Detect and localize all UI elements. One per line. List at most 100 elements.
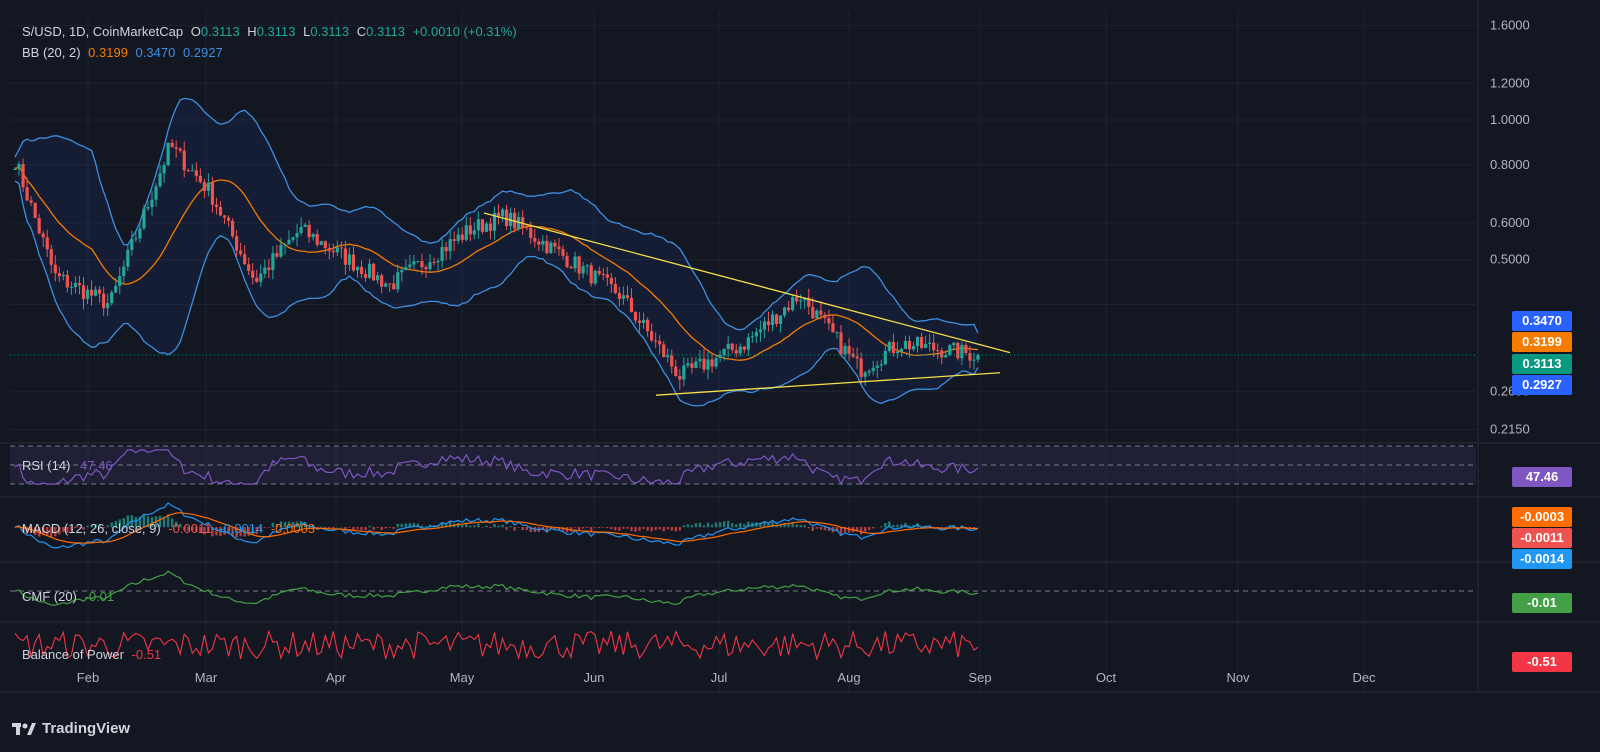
macd-hist-bar — [892, 524, 895, 528]
macd-hist-bar — [352, 527, 355, 532]
macd-hist-bar — [481, 527, 484, 528]
candle-body — [952, 342, 956, 346]
macd-hist-bar — [787, 524, 790, 528]
candle-body — [456, 234, 460, 241]
candle-body — [585, 265, 589, 267]
candle-body — [577, 256, 581, 274]
macd-hist-bar — [170, 518, 174, 528]
macd-hist-bar — [166, 514, 170, 528]
candle-body — [698, 358, 702, 362]
macd-hist-bar — [859, 527, 863, 535]
cmf-line — [14, 570, 979, 606]
candle-body — [347, 254, 352, 265]
candle-body — [65, 274, 69, 288]
macd-hist-bar — [610, 527, 613, 529]
candle-body — [49, 249, 53, 265]
x-tick-apr: Apr — [326, 670, 347, 685]
candle-body — [601, 273, 605, 275]
candle-body — [859, 358, 863, 377]
macd-hist-bar — [114, 521, 117, 528]
candle-body — [750, 336, 754, 338]
macd-hist-bar — [815, 527, 819, 529]
macd-legend: MACD (12, 26, close, 9) -0.0011 -0.0014 … — [22, 521, 315, 536]
macd-hist-bar — [581, 527, 585, 529]
macd-hist-bar — [589, 527, 593, 532]
candle-body — [867, 370, 871, 373]
candle-body — [102, 293, 106, 309]
candle-body — [827, 318, 831, 324]
macd-hist-bar — [662, 527, 665, 532]
candle-body — [553, 242, 557, 247]
macd-hist-bar — [944, 527, 947, 529]
candle-body — [509, 212, 513, 227]
candle-body — [928, 342, 932, 344]
candle-body — [355, 266, 360, 271]
candle-body — [706, 359, 710, 370]
candle-body — [420, 261, 424, 268]
y-tick-label: 1.6000 — [1490, 17, 1530, 32]
candle-body — [855, 356, 859, 359]
candle-body — [452, 239, 456, 241]
macd-hist-bar — [158, 515, 162, 528]
macd-hist-bar — [162, 516, 166, 528]
macd-hist-bar — [912, 524, 915, 528]
bop-badge: -0.51 — [1512, 652, 1572, 672]
candle-body — [319, 241, 323, 245]
macd-hist-bar — [638, 527, 641, 531]
candle-body — [41, 233, 45, 238]
candle-body — [166, 142, 170, 166]
candle-body — [186, 170, 190, 172]
candle-body — [932, 342, 936, 351]
candle-body — [372, 263, 376, 281]
candle-body — [730, 343, 734, 351]
macd-hist-bar — [521, 527, 524, 531]
macd-hist-bar — [763, 521, 766, 528]
macd-hist-bar — [819, 527, 823, 530]
candle-body — [629, 297, 634, 313]
macd-hist-bar — [134, 516, 138, 528]
macd-hist-bar — [473, 525, 476, 528]
candle-body — [815, 310, 819, 319]
candle-body — [17, 164, 21, 170]
candle-body — [787, 307, 791, 311]
rsi-legend: RSI (14) 47.46 — [22, 458, 113, 473]
macd-hist-bar — [74, 527, 77, 529]
candle-body — [150, 199, 154, 208]
candle-body — [488, 223, 493, 231]
macd-hist-bar — [46, 527, 49, 536]
macd-hist-bar — [392, 527, 395, 529]
bb-band-fill — [15, 98, 978, 406]
macd-hist-bar — [868, 527, 871, 531]
cmf-label: CMF (20) — [22, 589, 77, 604]
macd-hist-bar — [614, 527, 617, 531]
macd-hist-bar — [847, 527, 851, 533]
candle-body — [81, 285, 86, 300]
candle-body — [251, 270, 255, 278]
macd-hist-bar — [807, 527, 810, 529]
candle-body — [883, 350, 887, 365]
macd-signal-value: -0.0003 — [270, 521, 315, 536]
candle-body — [339, 247, 343, 249]
macd-hist-bar — [799, 525, 802, 528]
candle-body — [944, 355, 948, 358]
macd-hist-bar — [855, 527, 859, 532]
cmf-badge: -0.01 — [1512, 593, 1572, 613]
candle-body — [61, 274, 65, 277]
macd-hist-bar — [287, 521, 291, 528]
candle-body — [380, 275, 384, 287]
candle-body — [924, 343, 928, 348]
tradingview-logo[interactable]: TradingView — [12, 720, 130, 737]
low-label: L — [303, 24, 311, 39]
candle-body — [766, 321, 771, 326]
macd-hist-bar — [211, 527, 214, 537]
candle-body — [803, 297, 807, 301]
x-tick-feb: Feb — [77, 670, 99, 685]
macd-hist-bar — [356, 527, 359, 530]
candle-body — [162, 165, 166, 174]
candle-body — [287, 239, 291, 245]
macd-hist-bar — [360, 527, 363, 531]
macd-hist-value: -0.0011 — [168, 521, 212, 536]
macd-hist-bar — [259, 527, 262, 531]
candle-body — [770, 314, 775, 326]
